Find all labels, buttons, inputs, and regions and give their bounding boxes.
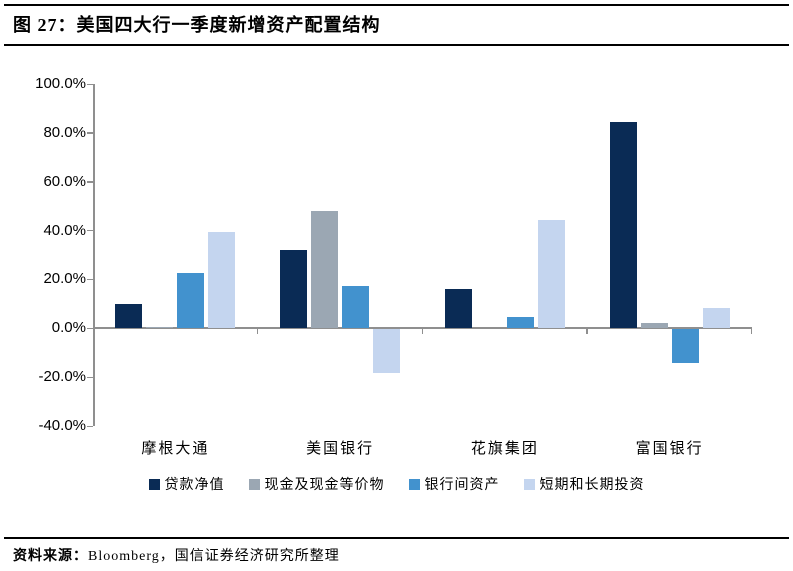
footer-rule xyxy=(4,537,789,539)
legend-label: 贷款净值 xyxy=(164,478,225,493)
bar xyxy=(373,329,401,374)
source-note: 资料来源：Bloomberg，国信证券经济研究所整理 xyxy=(13,545,340,565)
category-tick xyxy=(256,328,259,335)
legend-swatch-icon xyxy=(523,478,535,490)
legend-item: 现金及现金等价物 xyxy=(248,474,385,494)
source-label: 资料来源： xyxy=(13,549,88,564)
bar xyxy=(115,303,143,329)
y-axis-tick xyxy=(87,83,93,85)
y-axis-label: -20.0% xyxy=(38,368,86,386)
x-axis-label: 摩根大通 xyxy=(141,441,210,457)
y-axis-label: 100.0% xyxy=(35,75,86,92)
source-text: Bloomberg，国信证券经济研究所整理 xyxy=(88,549,340,564)
y-axis-line xyxy=(93,84,95,426)
legend-item: 银行间资产 xyxy=(408,474,500,494)
y-axis-label: 80.0% xyxy=(43,123,86,141)
y-axis-label: 0.0% xyxy=(51,319,86,337)
bar xyxy=(342,285,370,329)
y-axis-label: 60.0% xyxy=(43,172,86,190)
y-axis-tick xyxy=(87,181,93,183)
bar xyxy=(506,317,534,329)
y-axis-label: 20.0% xyxy=(43,270,86,288)
title-top-rule xyxy=(4,4,789,6)
category-tick xyxy=(751,328,753,335)
y-axis-tick xyxy=(87,376,93,378)
category-tick xyxy=(586,328,588,335)
bar xyxy=(177,273,205,329)
bar xyxy=(280,250,308,329)
y-axis-label: 40.0% xyxy=(43,221,86,239)
bar xyxy=(146,327,174,329)
y-axis-tick xyxy=(87,132,93,134)
y-axis-tick xyxy=(87,327,93,330)
legend-item: 贷款净值 xyxy=(148,474,225,494)
y-axis-tick xyxy=(87,278,93,281)
legend-label: 银行间资产 xyxy=(424,478,500,493)
bar xyxy=(537,219,565,329)
legend-label: 现金及现金等价物 xyxy=(264,478,385,493)
x-axis-label: 富国银行 xyxy=(635,441,704,457)
x-axis-label: 美国银行 xyxy=(306,441,375,457)
legend-swatch-icon xyxy=(148,478,160,490)
bar xyxy=(702,307,730,329)
y-axis-tick xyxy=(87,425,93,427)
chart-legend: 贷款净值 现金及现金等价物 银行间资产 短期和长期投资 xyxy=(0,474,793,494)
bar xyxy=(640,323,668,329)
figure-title: 图 27：美国四大行一季度新增资产配置结构 xyxy=(13,15,381,35)
category-tick xyxy=(421,328,423,335)
legend-item: 短期和长期投资 xyxy=(523,474,645,494)
bar xyxy=(444,289,472,329)
y-axis-label: -40.0% xyxy=(38,417,86,434)
legend-label: 短期和长期投资 xyxy=(539,478,645,493)
bar xyxy=(609,121,637,329)
legend-swatch-icon xyxy=(248,478,260,490)
title-bottom-rule xyxy=(4,44,789,46)
y-axis-tick xyxy=(87,230,93,232)
legend-swatch-icon xyxy=(408,478,420,490)
bar xyxy=(311,211,339,329)
bar xyxy=(671,329,699,364)
x-axis-label: 花旗集团 xyxy=(470,441,539,457)
bar xyxy=(208,231,236,329)
